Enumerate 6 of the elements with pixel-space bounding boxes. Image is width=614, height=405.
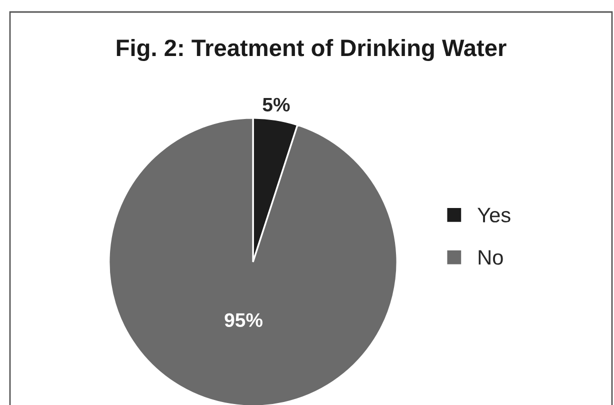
chart-title: Fig. 2: Treatment of Drinking Water: [116, 38, 506, 62]
legend-label: No: [478, 250, 503, 265]
legend-label: Yes: [478, 208, 510, 222]
data-label: 5%: [262, 98, 290, 112]
data-label: 95%: [224, 313, 262, 328]
pie-slice: [108, 117, 398, 405]
